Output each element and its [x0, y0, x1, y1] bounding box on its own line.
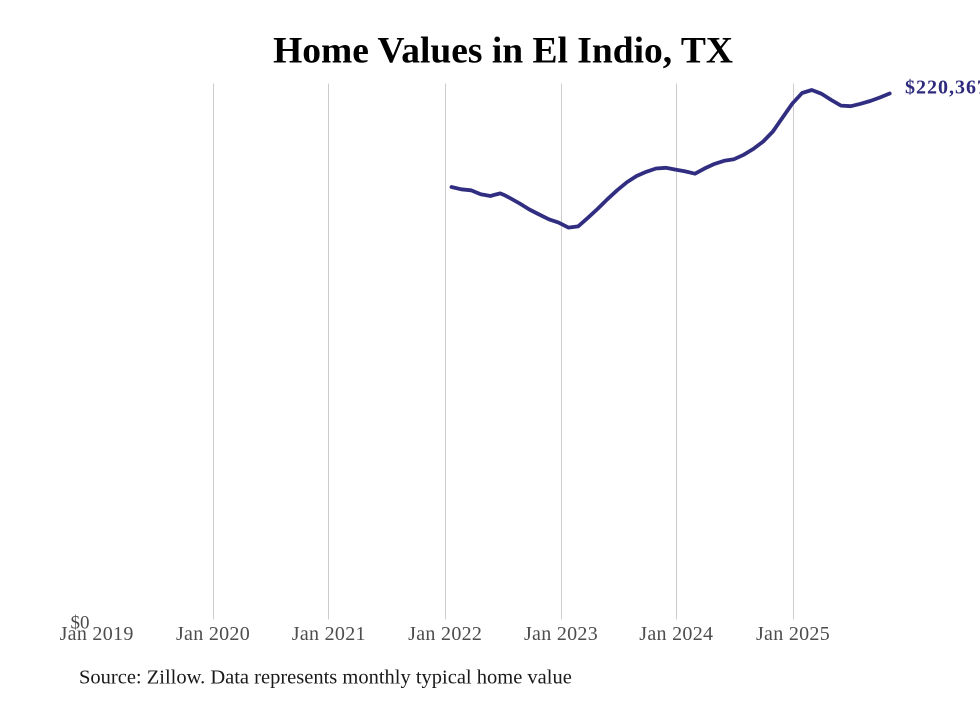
svg-text:Jan 2022: Jan 2022 [408, 623, 482, 645]
svg-text:$220,367: $220,367 [905, 76, 980, 98]
svg-text:Jan 2024: Jan 2024 [639, 623, 713, 645]
svg-text:Jan 2025: Jan 2025 [756, 623, 830, 645]
svg-text:Source: Zillow. Data represent: Source: Zillow. Data represents monthly … [79, 667, 572, 689]
svg-text:Jan 2019: Jan 2019 [60, 623, 134, 645]
svg-text:Jan 2021: Jan 2021 [292, 623, 366, 645]
svg-text:Jan 2020: Jan 2020 [176, 623, 250, 645]
svg-text:Jan 2023: Jan 2023 [524, 623, 598, 645]
svg-text:$0: $0 [71, 613, 90, 634]
svg-text:Home Values in El Indio, TX: Home Values in El Indio, TX [273, 30, 733, 71]
